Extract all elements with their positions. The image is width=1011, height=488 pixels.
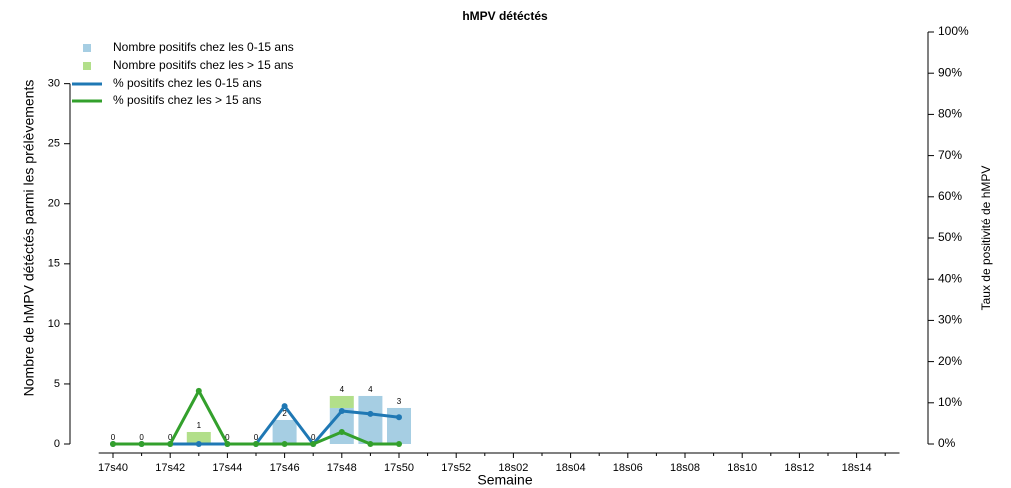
y-tick-label: 10 <box>48 318 60 330</box>
y2-tick-label: 30% <box>938 313 962 327</box>
bar <box>186 431 211 444</box>
x-axis-label: Semaine <box>477 472 532 488</box>
legend-swatch <box>83 44 91 52</box>
y2-tick-label: 70% <box>938 148 962 162</box>
x-tick-label: 17s52 <box>441 462 471 474</box>
x-tick-label: 17s42 <box>155 462 185 474</box>
y-tick-label: 5 <box>54 378 60 390</box>
line-point <box>367 410 374 417</box>
line-point <box>310 441 317 447</box>
line-point <box>396 441 402 447</box>
total-label: 0 <box>139 433 144 442</box>
bar <box>358 395 383 444</box>
total-label: 4 <box>340 385 345 394</box>
legend-label: % positifs chez les 0-15 ans <box>113 76 262 90</box>
line-point <box>195 441 202 447</box>
y-tick-label: 15 <box>48 258 60 270</box>
y2-tick-label: 50% <box>938 230 962 244</box>
total-label: 0 <box>168 433 173 442</box>
line-point <box>138 441 145 447</box>
y-axis-label: Nombre de hMPV détéctés parmi les prélèv… <box>21 80 37 397</box>
total-label: 1 <box>197 421 202 430</box>
line-point <box>110 441 116 447</box>
x-tick-label: 17s50 <box>384 462 414 474</box>
line-point <box>338 429 345 436</box>
line-point <box>367 441 374 447</box>
x-tick-label: 18s02 <box>498 462 528 474</box>
line-point <box>253 441 259 447</box>
y2-tick-label: 80% <box>938 107 962 121</box>
x-tick-label: 17s46 <box>270 462 300 474</box>
y-tick-label: 0 <box>54 438 60 450</box>
line-point <box>281 441 288 447</box>
y2-axis-label: Taux de positivité de hMPV <box>979 166 993 311</box>
y2-tick-label: 0% <box>938 436 956 450</box>
legend-swatch <box>83 62 91 70</box>
y2-tick-label: 100% <box>938 24 969 38</box>
y2-tick-label: 90% <box>938 65 962 79</box>
y2-tick-label: 10% <box>938 395 962 409</box>
y2-tick-label: 20% <box>938 354 962 368</box>
y-tick-label: 25 <box>48 138 60 150</box>
y2-tick-label: 60% <box>938 189 962 203</box>
line-point <box>396 414 402 421</box>
legend-label: % positifs chez les > 15 ans <box>113 93 261 107</box>
y-tick-label: 20 <box>48 198 60 210</box>
total-label: 2 <box>282 409 287 418</box>
bar <box>272 419 297 444</box>
x-tick-label: 18s12 <box>784 462 814 474</box>
line-point <box>224 441 231 447</box>
line-point <box>338 408 345 415</box>
total-label: 0 <box>311 433 316 442</box>
legend-label: Nombre positifs chez les > 15 ans <box>113 58 293 72</box>
y-tick-label: 30 <box>48 78 60 90</box>
total-label: 0 <box>225 433 230 442</box>
line-point <box>281 403 288 410</box>
line-point <box>195 387 202 394</box>
legend-label: Nombre positifs chez les 0-15 ans <box>113 40 294 54</box>
chart-title: hMPV détéctés <box>462 9 548 23</box>
bar <box>387 407 411 444</box>
x-tick-label: 18s08 <box>670 462 700 474</box>
total-label: 4 <box>368 385 373 394</box>
bar <box>329 395 354 408</box>
x-tick-label: 17s44 <box>212 462 242 474</box>
y2-tick-label: 40% <box>938 271 962 285</box>
x-tick-label: 17s48 <box>327 462 357 474</box>
x-tick-label: 18s04 <box>556 462 586 474</box>
line-point <box>167 441 174 447</box>
x-tick-label: 18s06 <box>613 462 643 474</box>
total-label: 0 <box>254 433 259 442</box>
total-label: 0 <box>111 433 116 442</box>
x-tick-label: 18s14 <box>842 462 872 474</box>
total-label: 3 <box>397 397 402 406</box>
x-tick-label: 17s40 <box>98 462 128 474</box>
x-tick-label: 18s10 <box>727 462 757 474</box>
